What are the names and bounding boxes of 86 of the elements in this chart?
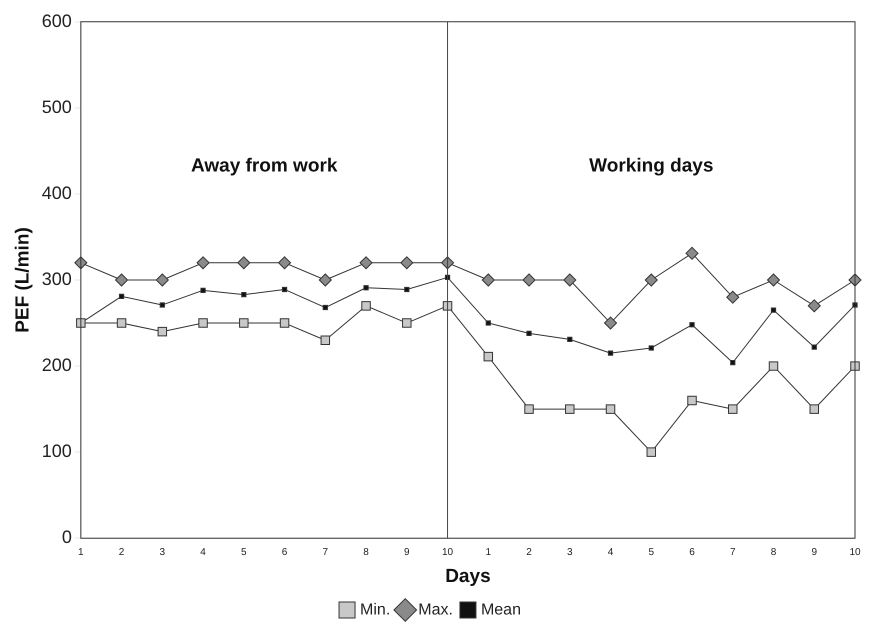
x-tick-label: 7 [730, 546, 736, 558]
point [76, 318, 86, 328]
x-tick-label: 1 [486, 546, 492, 558]
y-tick-label: 600 [42, 10, 72, 31]
point [118, 294, 124, 299]
point [115, 274, 128, 286]
y-axis-title: PEF (L/min) [12, 227, 34, 333]
point [522, 274, 536, 286]
point [644, 274, 658, 286]
point [808, 299, 821, 312]
y-tick-label: 200 [42, 355, 72, 376]
point [282, 286, 288, 292]
point [608, 350, 614, 356]
point [361, 301, 371, 311]
x-tick-label: 8 [770, 546, 777, 558]
point [280, 318, 290, 328]
x-tick-label: 5 [241, 546, 248, 558]
point [360, 256, 373, 270]
point [241, 292, 246, 298]
x-tick-label: 5 [648, 546, 654, 558]
x-tick-label: 3 [567, 546, 573, 558]
y-tick-label: 400 [42, 182, 72, 203]
x-tick-label: 10 [849, 546, 861, 558]
point [524, 404, 534, 414]
point [278, 256, 292, 270]
annotation: Away from work [190, 156, 338, 177]
point [563, 274, 576, 286]
point [565, 404, 575, 414]
point [648, 345, 654, 351]
point [404, 286, 410, 292]
point [116, 318, 126, 328]
y-tick-label: 100 [42, 441, 72, 462]
point [687, 396, 697, 406]
point [158, 326, 168, 336]
y-tick-label: 500 [42, 96, 72, 117]
point [482, 274, 495, 286]
point [484, 352, 494, 362]
x-tick-label: 1 [78, 546, 84, 558]
point [160, 302, 165, 308]
point [768, 361, 778, 371]
x-tick-label: 2 [526, 546, 532, 558]
point [400, 256, 414, 270]
legend-label: Mean [480, 601, 521, 618]
point [646, 447, 656, 457]
y-tick-label: 300 [42, 268, 72, 289]
point [726, 290, 740, 304]
point [767, 274, 780, 286]
x-tick-label: 9 [811, 546, 818, 558]
point [237, 256, 250, 270]
point [728, 404, 738, 414]
annotation: Working days [589, 156, 714, 177]
point [604, 316, 618, 330]
point [198, 318, 208, 328]
x-tick-label: 7 [322, 546, 329, 558]
point [770, 308, 776, 313]
x-tick-label: 8 [363, 546, 370, 558]
point [567, 336, 572, 342]
point [606, 404, 616, 414]
point [196, 256, 210, 270]
point [689, 322, 695, 328]
legend-label: Max. [418, 601, 453, 618]
point [526, 330, 532, 336]
point [200, 288, 206, 293]
point [320, 336, 330, 345]
y-tick-label: 0 [62, 527, 72, 548]
x-tick-label: 3 [160, 546, 166, 558]
point [239, 318, 249, 328]
point [156, 274, 169, 286]
point [318, 274, 332, 286]
point [402, 318, 412, 328]
x-tick-label: 9 [404, 546, 410, 558]
x-tick-label: 2 [118, 546, 125, 558]
point [686, 246, 699, 260]
x-tick-label: 4 [608, 546, 614, 558]
point [730, 360, 736, 366]
point [322, 304, 328, 310]
x-tick-label: 6 [689, 546, 696, 558]
point [486, 320, 491, 326]
x-tick-label: 4 [200, 546, 206, 558]
x-tick-label: 6 [282, 546, 288, 558]
point [812, 344, 817, 350]
point [810, 404, 819, 414]
legend-label: Min. [360, 601, 390, 618]
x-axis-title: Days [445, 566, 491, 587]
point [363, 285, 369, 290]
x-tick-label: 10 [442, 546, 454, 558]
